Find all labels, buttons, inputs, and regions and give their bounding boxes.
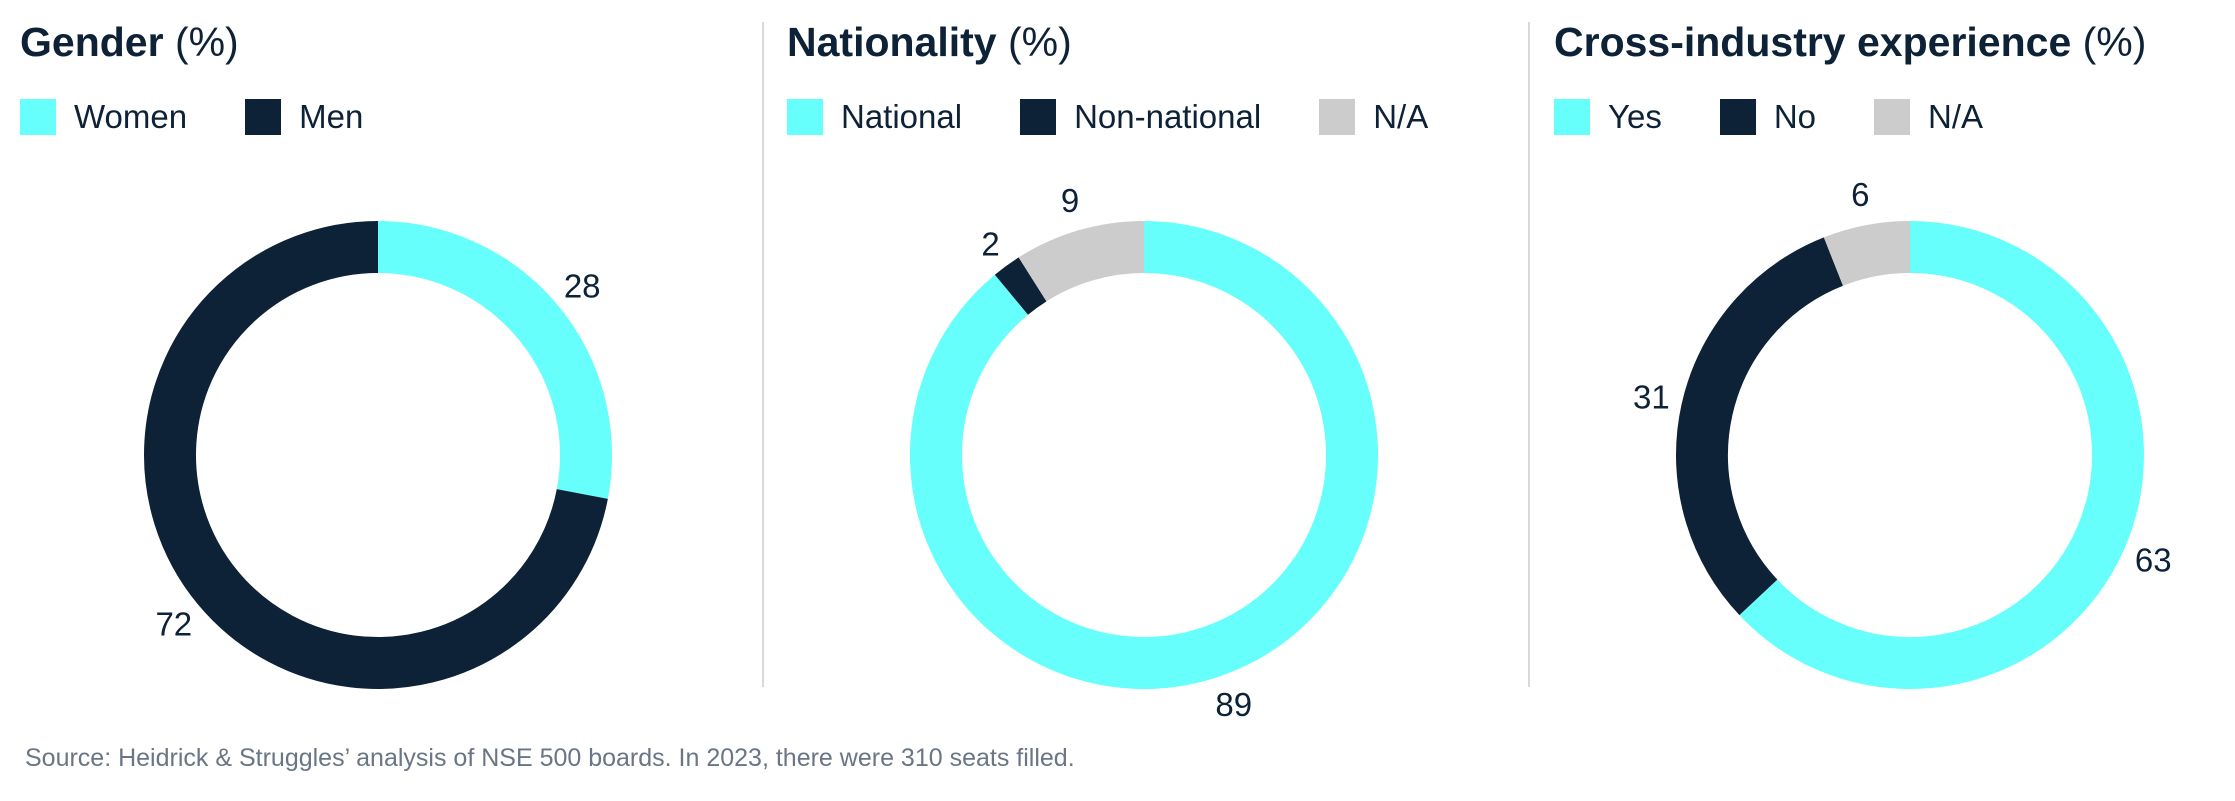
legend-item-women: Women xyxy=(20,97,187,137)
data-label: 72 xyxy=(155,605,192,642)
donut-segment xyxy=(1739,221,2144,689)
legend-label: N/A xyxy=(1928,98,1984,135)
legend-swatch xyxy=(245,99,282,135)
donut-segment xyxy=(1676,237,1844,616)
source-note: Source: Heidrick & Struggles’ analysis o… xyxy=(25,744,1075,772)
legend-swatch xyxy=(1874,99,1911,135)
legend-item-na: N/A xyxy=(1874,97,1983,137)
legend-label: Women xyxy=(74,98,188,135)
legend-swatch xyxy=(787,99,823,135)
donut-chart-cross-industry: 63 31 6 xyxy=(1633,176,2172,689)
legend-label: No xyxy=(1773,98,1817,135)
chart-title: Cross-industry experience (%) xyxy=(1554,14,2146,70)
legend-item-yes: Yes xyxy=(1554,97,1662,137)
data-label: 28 xyxy=(564,268,601,305)
donut-segment xyxy=(910,221,1378,689)
donut-chart-nationality: 89 2 9 xyxy=(910,182,1378,723)
panel-divider xyxy=(1528,22,1530,687)
data-label: 2 xyxy=(981,225,999,262)
legend-item-no: No xyxy=(1719,97,1817,137)
data-label: 63 xyxy=(2135,542,2172,579)
legend-label: National xyxy=(841,98,963,135)
donut-segment xyxy=(1823,221,1911,287)
chart-legend: National Non-national N/A xyxy=(787,97,1486,137)
legend-item-men: Men xyxy=(245,97,363,137)
chart-panel-nationality: Nationality (%) National Non-national N/… xyxy=(767,0,1512,723)
legend-swatch xyxy=(1554,99,1590,135)
legend-label: N/A xyxy=(1373,98,1429,135)
data-label: 31 xyxy=(1633,379,1670,416)
data-label: 89 xyxy=(1215,686,1252,723)
chart-title-main: Nationality xyxy=(787,19,997,65)
legend-label: Men xyxy=(299,98,364,135)
legend-item-na: N/A xyxy=(1319,97,1428,137)
legend-swatch xyxy=(1719,99,1756,135)
chart-panel-gender: Gender (%) Women Men 28 72 xyxy=(0,0,745,700)
donut-segment xyxy=(994,257,1047,316)
panel-divider xyxy=(762,22,764,687)
data-label: 6 xyxy=(1851,176,1869,213)
chart-title-unit: (%) xyxy=(2082,19,2147,65)
legend-label: Non-national xyxy=(1074,98,1262,135)
chart-panel-cross-industry: Cross-industry experience (%) Yes No N/A… xyxy=(1534,0,2235,700)
chart-title: Nationality (%) xyxy=(787,14,1072,70)
donut-segment xyxy=(144,221,608,689)
legend-swatch xyxy=(20,99,56,135)
legend-item-non-national: Non-national xyxy=(1020,97,1261,137)
chart-title-unit: (%) xyxy=(1008,19,1072,65)
chart-title: Gender (%) xyxy=(20,14,239,70)
legend-swatch xyxy=(1020,99,1057,135)
chart-title-main: Cross-industry experience xyxy=(1554,19,2072,65)
legend-swatch xyxy=(1319,99,1356,135)
legend-item-national: National xyxy=(787,97,962,137)
donut-segment xyxy=(1018,221,1145,302)
chart-title-main: Gender xyxy=(20,19,164,65)
donut-segment xyxy=(377,221,612,499)
chart-title-unit: (%) xyxy=(174,19,239,65)
data-label: 9 xyxy=(1061,182,1079,219)
donut-chart-gender: 28 72 xyxy=(144,221,612,689)
chart-legend: Yes No N/A xyxy=(1554,97,2041,137)
legend-label: Yes xyxy=(1608,98,1662,135)
chart-legend: Women Men xyxy=(20,97,421,137)
